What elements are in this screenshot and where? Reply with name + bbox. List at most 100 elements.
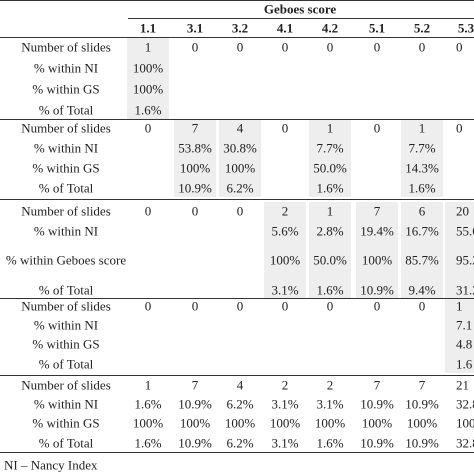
cell: 100% [361,252,393,268]
cell-shade [264,202,306,299]
cell: 100% [179,415,211,431]
cell: 2 [281,377,289,393]
cell: 100% [314,415,346,431]
cell-shade [309,202,351,299]
cell: 32.8 [456,396,474,412]
cell-shade [445,297,474,373]
cell: 100% [269,415,301,431]
cell: 20 [456,203,469,219]
row-label: % within Geboes score [5,252,127,268]
cell: 0 [236,39,244,55]
row-label: % within GS [32,415,100,431]
cell: 16.7% [405,223,439,239]
cell: 1.6% [316,282,344,298]
cell: 10.9% [405,435,439,451]
cell: 1 [456,298,463,314]
cell-shade [445,202,474,299]
cell: 50.0% [313,252,347,268]
cell: 0 [418,39,426,55]
cell: 10.9% [405,396,439,412]
cell: 0 [144,203,152,219]
cell: 0 [418,298,426,314]
cell: 0 [373,39,381,55]
cell: 31.2 [456,282,474,298]
cell: 6.2% [226,435,254,451]
cell: 100% [179,160,211,176]
cell: 32.8 [456,435,474,451]
row-label: % within NI [33,396,99,412]
row-label: % within NI [33,317,99,333]
column-header: 5.1 [368,20,386,36]
cell: 7.7% [316,140,344,156]
cell: 0 [373,298,381,314]
cell: 100% [132,415,164,431]
row-label: % within GS [32,81,100,97]
row-label: Number of slides [21,120,111,136]
row-label: % within GS [32,336,100,352]
row-label: % within NI [33,140,99,156]
cell: 4.8 [456,336,473,352]
column-header: 1.1 [139,20,157,36]
cell-shade [127,38,169,119]
cell-shade [219,119,261,197]
cell: 100% [269,252,301,268]
cell: 0 [191,298,199,314]
cell: 0 [144,120,152,136]
cell: 3.1% [316,396,344,412]
row-label: Number of slides [21,203,111,219]
cell: 100 [456,415,474,431]
row-label: Number of slides [21,298,111,314]
cell: 1 [144,377,152,393]
cell: 6.2% [226,180,254,196]
cell: 95.2 [456,252,474,268]
cell: 10.9% [178,180,212,196]
row-label: Number of slides [21,39,111,55]
cell: 0 [456,39,463,55]
cell-shade [356,202,398,299]
cell: 21 [456,377,469,393]
cell: 85.7% [405,252,439,268]
column-header: 4.1 [276,20,294,36]
cell: 55.6 [456,223,474,239]
cell: 0 [281,298,289,314]
cell: 100% [361,415,393,431]
cell: 4 [236,377,244,393]
cell: 0 [236,298,244,314]
cell: 0 [281,39,289,55]
cell: 5.6% [271,223,299,239]
cell: 30.8% [223,140,257,156]
row-label: % of Total [38,180,94,196]
cell: 1.6% [134,396,162,412]
cell: 7 [418,377,426,393]
row-label: % of Total [38,356,94,372]
cell: 100% [132,81,164,97]
cell: 10.9% [178,396,212,412]
cell: 3.1% [271,282,299,298]
row-label: Number of slides [21,377,111,393]
cell: 10.9% [360,282,394,298]
cell: 53.8% [178,140,212,156]
cell: 1 [326,203,334,219]
cell: 1.6% [134,435,162,451]
cell: 7 [191,120,199,136]
cell: 7.7% [408,140,436,156]
cell: 0 [144,298,152,314]
cell: 7 [373,377,381,393]
cell: 1.6% [408,180,436,196]
cell: 100% [132,60,164,76]
row-label: % within GS [32,160,100,176]
cell: 4 [236,120,244,136]
cell: 10.9% [360,435,394,451]
cell: 50.0% [313,160,347,176]
cell: 0 [191,203,199,219]
cell: 1.6% [316,435,344,451]
row-label: % within NI [33,223,99,239]
cell: 0 [191,39,199,55]
cell: 10.9% [178,435,212,451]
cell: 0 [281,120,289,136]
cell: 6 [418,203,426,219]
cell: 0 [373,120,381,136]
cell: 10.9% [360,396,394,412]
